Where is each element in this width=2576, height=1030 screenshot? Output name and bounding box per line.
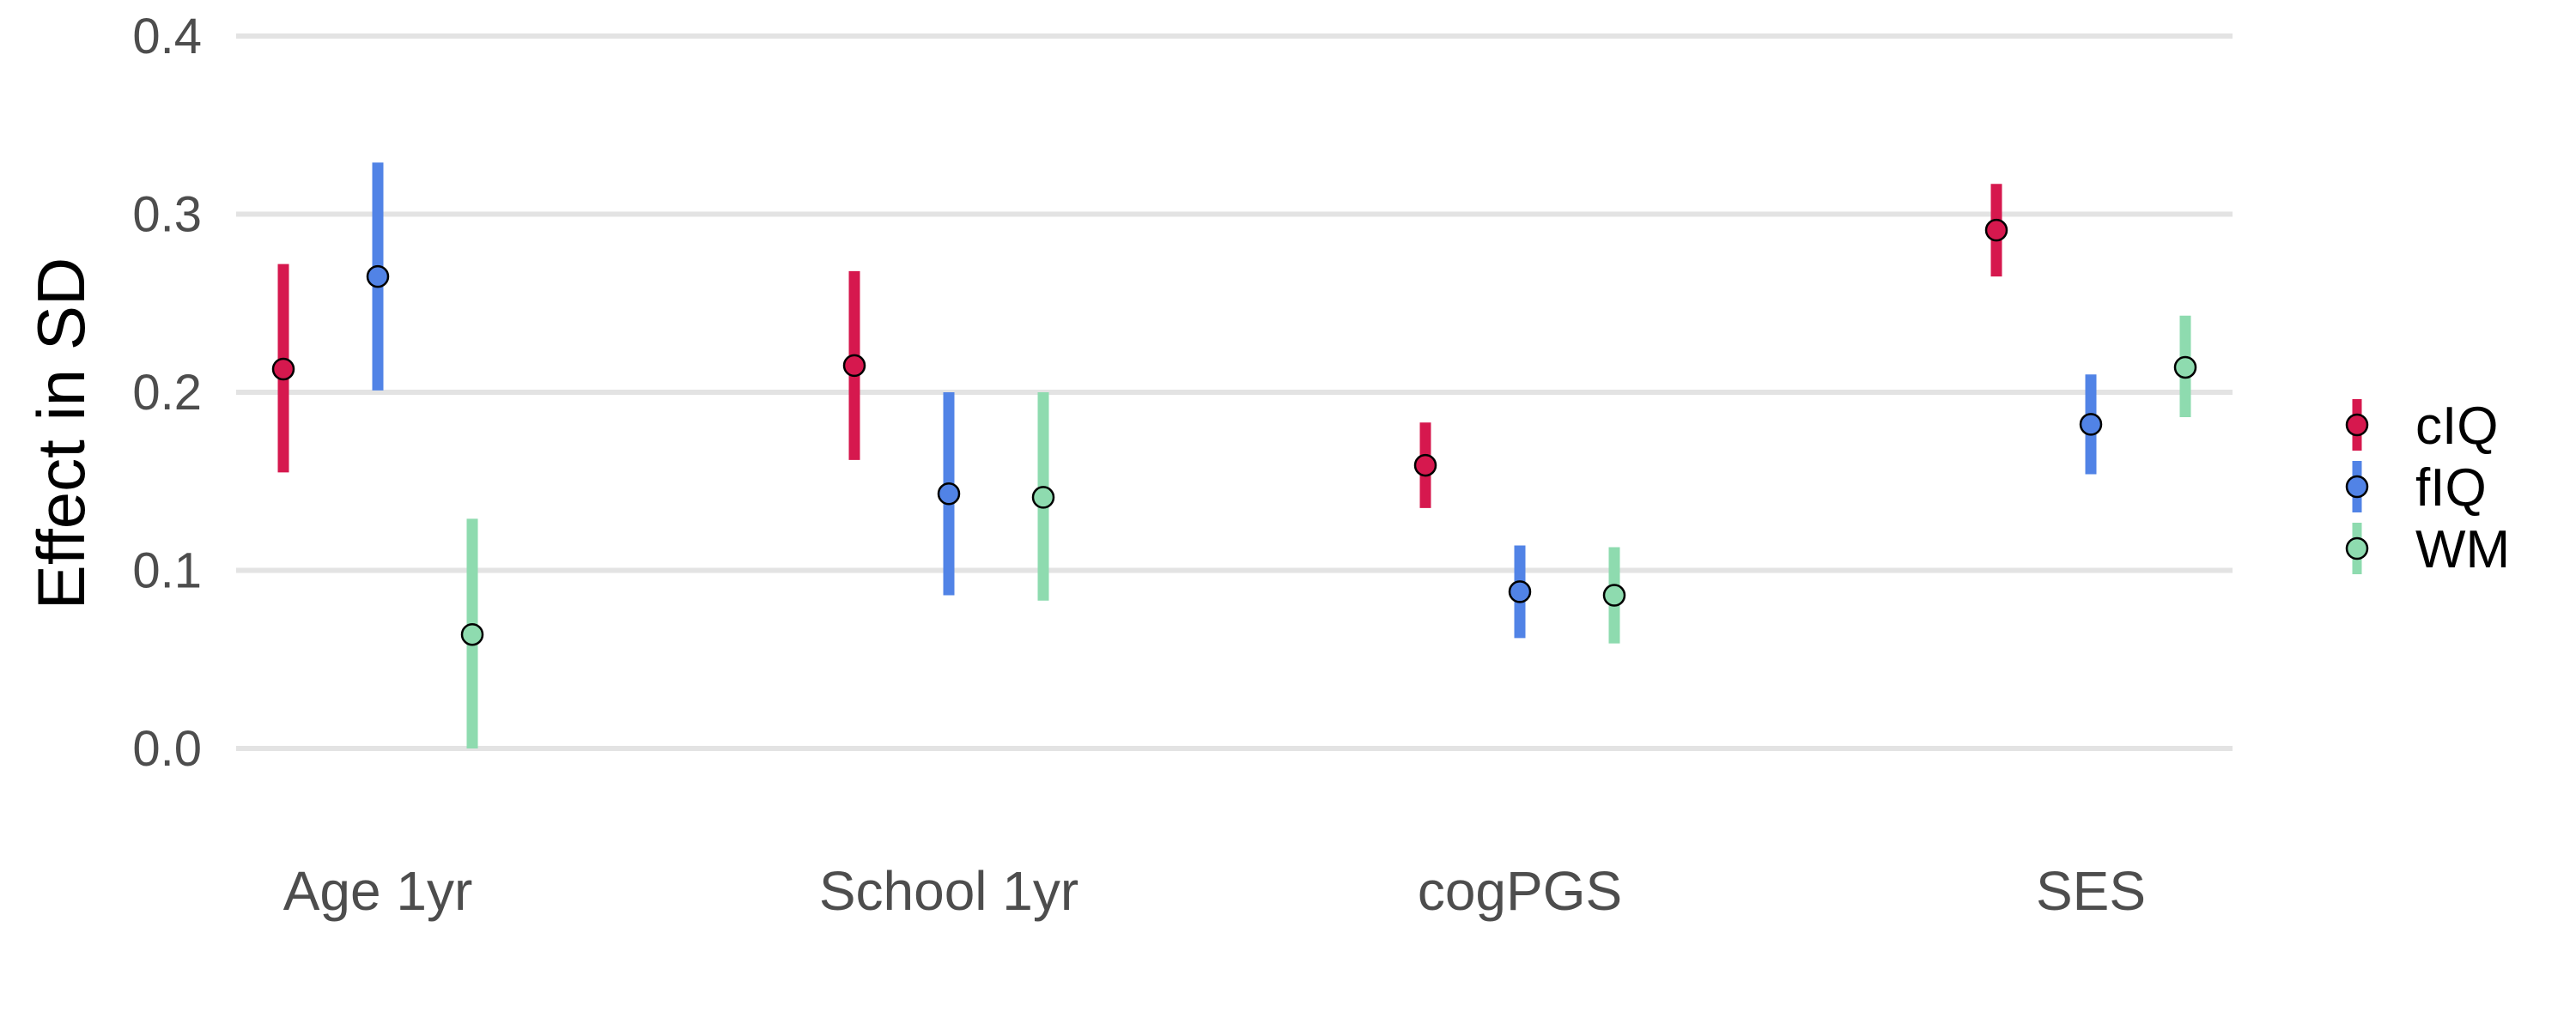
x-category-label: cogPGS bbox=[1418, 860, 1622, 922]
point-WM bbox=[1031, 486, 1055, 509]
point-cIQ bbox=[1984, 218, 2008, 242]
data-marks bbox=[271, 162, 2197, 748]
x-category-label: Age 1yr bbox=[283, 860, 473, 922]
point-fIQ bbox=[1508, 580, 1532, 603]
legend-label: WM bbox=[2415, 520, 2510, 579]
legend-label: fIQ bbox=[2415, 458, 2487, 518]
y-tick-label: 0.0 bbox=[132, 721, 202, 777]
y-tick-label: 0.2 bbox=[132, 365, 202, 421]
y-tick-label: 0.1 bbox=[132, 543, 202, 599]
legend-label: cIQ bbox=[2415, 397, 2498, 456]
point-WM bbox=[460, 622, 484, 646]
y-axis-tick-labels: 0.0 0.1 0.2 0.3 0.4 bbox=[132, 9, 202, 777]
point-fIQ bbox=[366, 264, 390, 288]
y-tick-label: 0.3 bbox=[132, 187, 202, 243]
y-tick-label: 0.4 bbox=[132, 9, 202, 64]
x-category-label: SES bbox=[2036, 860, 2146, 922]
point-cIQ bbox=[271, 357, 295, 381]
point-fIQ bbox=[937, 482, 961, 506]
point-cIQ bbox=[842, 354, 866, 378]
legend-key-point-WM bbox=[2345, 536, 2369, 560]
legend-key-point-fIQ bbox=[2345, 475, 2369, 499]
point-fIQ bbox=[2079, 413, 2103, 436]
point-WM bbox=[2173, 355, 2197, 379]
point-WM bbox=[1602, 584, 1626, 607]
legend-key-point-cIQ bbox=[2345, 413, 2369, 437]
gridlines bbox=[236, 33, 2233, 751]
point-cIQ bbox=[1413, 453, 1437, 477]
y-axis-title: Effect in SD bbox=[23, 258, 99, 609]
x-category-label: School 1yr bbox=[819, 860, 1078, 922]
x-axis-category-labels: Age 1yr School 1yr cogPGS SES bbox=[283, 860, 2146, 922]
